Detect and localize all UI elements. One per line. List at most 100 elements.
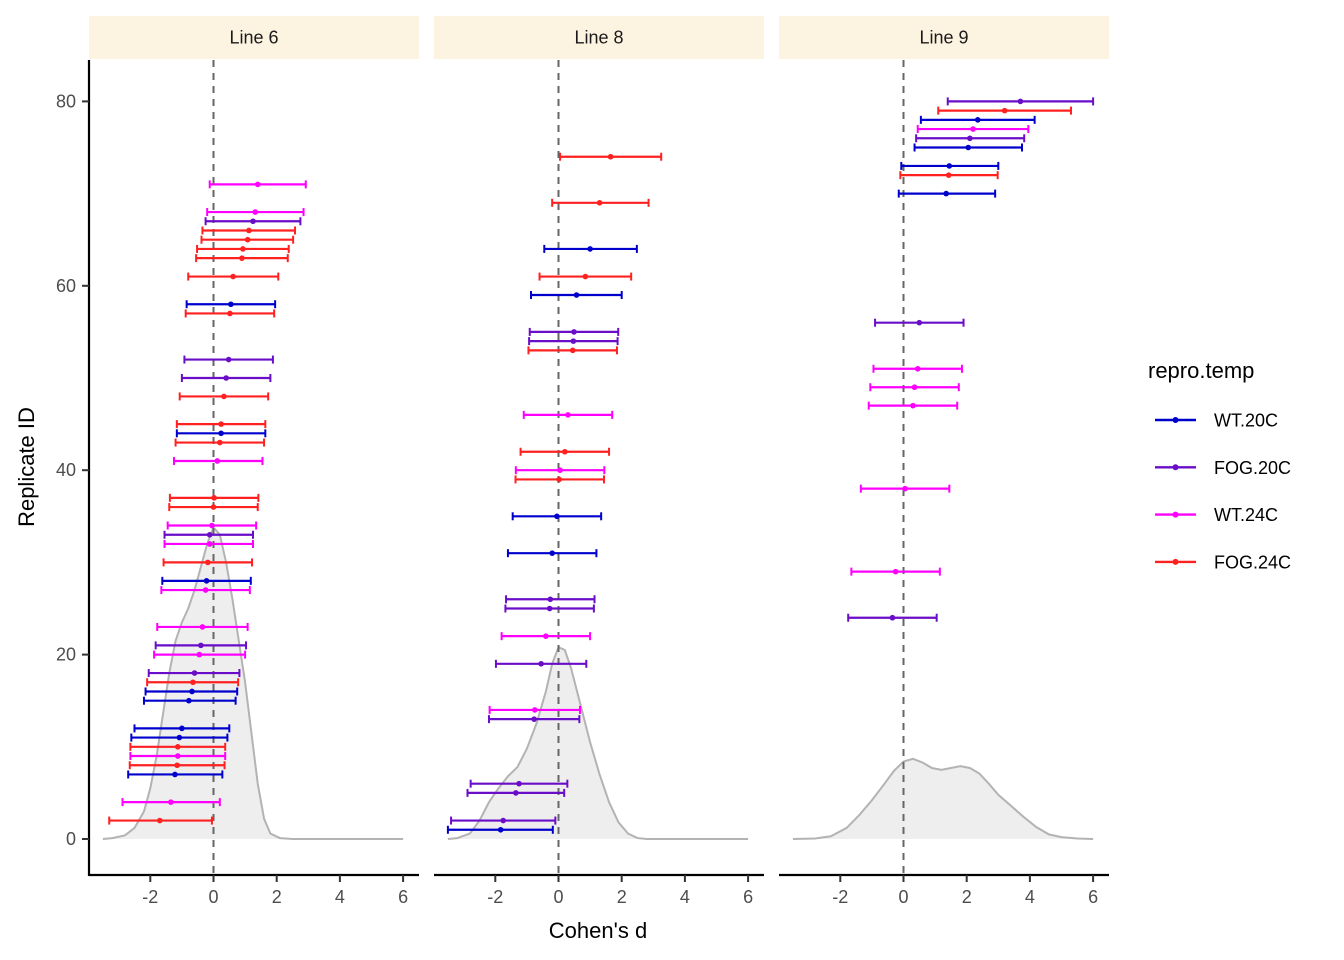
interval-wt-24c (160, 586, 251, 595)
effect-point (914, 365, 921, 372)
x-tick-label: 6 (398, 887, 408, 907)
interval-wt-20c (919, 115, 1036, 124)
interval-wt-24c (166, 521, 258, 530)
effect-point (214, 458, 221, 464)
interval-fog-24c (196, 244, 290, 253)
x-tick-label: 2 (962, 887, 972, 907)
interval-fog-24c (128, 761, 226, 770)
effect-point (587, 246, 593, 252)
density-curve (447, 645, 749, 840)
interval-wt-24c (916, 125, 1030, 134)
interval-fog-24c (899, 171, 999, 180)
legend-entry-wt-24c: WT.24C (1155, 505, 1278, 525)
effect-point (186, 697, 192, 704)
interval-wt-20c (185, 300, 277, 309)
interval-wt-20c (446, 825, 554, 834)
interval-fog-24c (514, 475, 606, 484)
y-tick-label: 80 (56, 91, 76, 111)
interval-fog-24c (519, 447, 611, 456)
effect-point (209, 522, 215, 529)
interval-wt-20c (543, 244, 638, 253)
effect-point (250, 218, 256, 225)
effect-point (156, 817, 163, 824)
effect-point (889, 614, 896, 621)
interval-fog-24c (195, 254, 289, 263)
density-curve (792, 757, 1094, 840)
interval-wt-24c (488, 705, 581, 714)
x-tick-label: 2 (272, 887, 282, 907)
interval-fog-20c (528, 337, 619, 346)
effect-point (217, 439, 223, 446)
legend-label: WT.24C (1214, 505, 1278, 525)
effect-point (239, 255, 245, 261)
y-tick-label: 20 (56, 645, 76, 665)
effect-point (218, 430, 224, 437)
effect-point (516, 780, 522, 787)
effect-point (189, 688, 195, 695)
effect-point (202, 587, 209, 593)
legend-key-point (1172, 511, 1179, 518)
interval-wt-20c (127, 770, 224, 779)
effect-point (573, 292, 580, 298)
legend-entry-fog-20c: FOG.20C (1155, 458, 1291, 478)
y-axis-title: Replicate ID (14, 407, 39, 527)
interval-fog-20c (504, 604, 595, 613)
strip-background (89, 16, 419, 59)
interval-wt-20c (175, 429, 267, 438)
panel-3: Line 9 -2 0 2 4 6 (779, 16, 1109, 907)
interval-wt-24c (163, 539, 254, 548)
interval-fog-20c (466, 788, 566, 797)
effect-point (945, 172, 952, 178)
effect-point (228, 301, 234, 308)
interval-wt-24c (514, 466, 606, 475)
interval-fog-24c (168, 503, 259, 512)
interval-wt-24c (522, 410, 614, 419)
interval-fog-20c (183, 355, 274, 364)
interval-fog-24c (162, 558, 254, 567)
effect-point (205, 559, 211, 566)
effect-point (196, 651, 203, 658)
interval-fog-20c (204, 217, 302, 226)
x-tick-label: 0 (898, 887, 908, 907)
effect-point (203, 578, 210, 584)
interval-wt-20c (900, 161, 1000, 170)
x-tick-label: -2 (142, 887, 158, 907)
legend-key-point (1172, 558, 1179, 565)
x-tick-label: 4 (335, 887, 345, 907)
legend-entries: WT.20C FOG.20C WT.24C FOG.24C (1155, 411, 1291, 572)
effect-point (532, 707, 538, 713)
effect-point (172, 771, 178, 778)
interval-wt-20c (511, 512, 603, 521)
effect-point (547, 596, 554, 603)
legend: repro.temp WT.20C FOG.20C WT.24C FOG.24C (1148, 358, 1291, 572)
effect-point (230, 273, 236, 280)
y-tick-label: 60 (56, 276, 76, 296)
legend-key-point (1172, 417, 1179, 423)
effect-point (225, 356, 232, 363)
interval-fog-24c (146, 678, 240, 687)
x-tick-label: 0 (553, 887, 563, 907)
interval-fog-20c (147, 669, 241, 678)
legend-entry-wt-20c: WT.20C (1155, 411, 1278, 431)
interval-fog-24c (937, 106, 1072, 115)
x-tick-label: -2 (487, 887, 503, 907)
interval-fog-20c (847, 613, 938, 622)
interval-wt-20c (133, 724, 231, 733)
effect-point (210, 504, 217, 510)
effect-point (500, 817, 507, 824)
interval-fog-24c (174, 438, 266, 447)
effect-point (206, 531, 213, 538)
x-tick-label: 6 (1088, 887, 1098, 907)
legend-entry-fog-24c: FOG.24C (1155, 552, 1291, 572)
density-curve (102, 525, 404, 840)
effect-point (190, 679, 196, 686)
effect-point (240, 246, 246, 252)
interval-wt-20c (130, 733, 229, 742)
interval-wt-20c (142, 696, 237, 705)
interval-wt-24c (129, 752, 227, 761)
effect-point (557, 467, 563, 474)
effect-point (943, 190, 949, 197)
strip-label: Line 9 (919, 28, 968, 48)
interval-fog-24c (538, 272, 633, 281)
strip-background (779, 16, 1109, 59)
